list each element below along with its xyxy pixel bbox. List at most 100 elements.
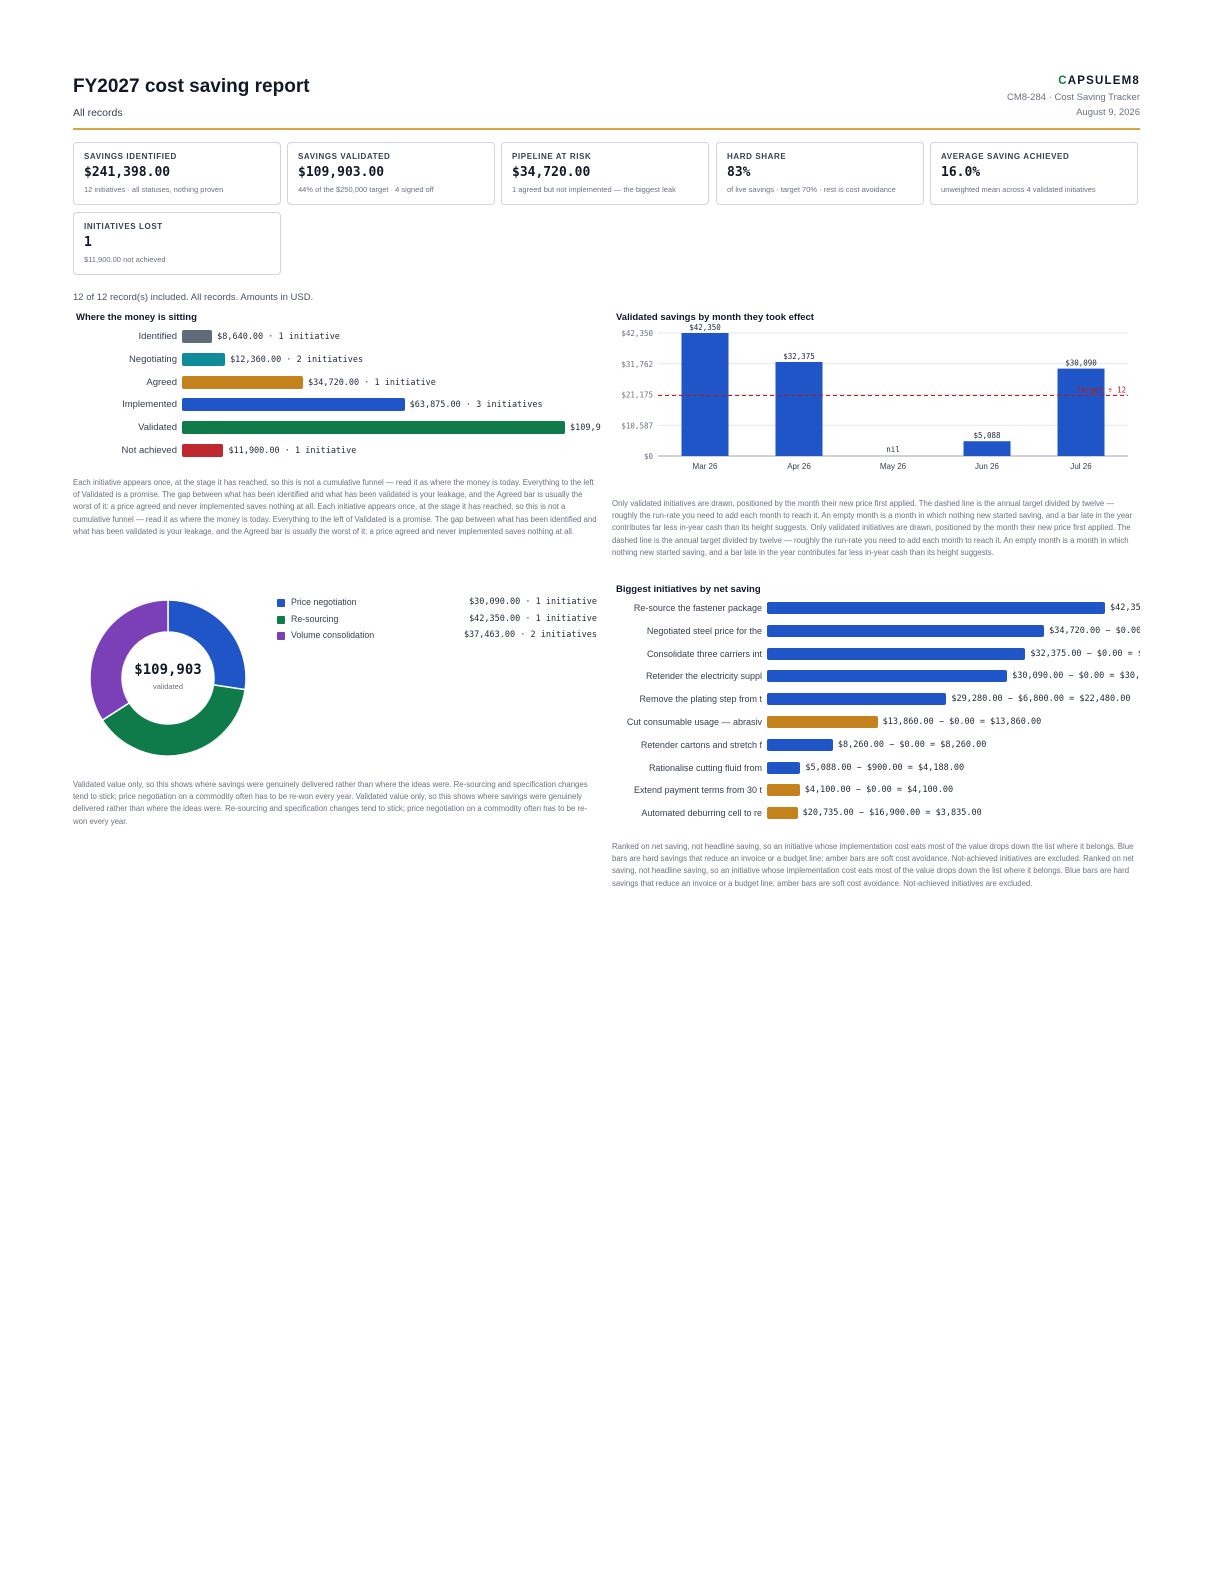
tracker-id: CM8-284 · Cost Saving Tracker <box>1006 92 1140 103</box>
month-bar <box>1057 368 1105 456</box>
donut-center-value: $109,903 <box>134 662 202 678</box>
kpi-note: $11,900.00 not achieved <box>84 255 166 264</box>
kpi-label: PIPELINE AT RISK <box>512 152 592 161</box>
month-value-label: $30,090 <box>1065 359 1097 368</box>
initiative-label: Extend payment terms from 30 t <box>633 785 762 796</box>
initiative-value: $42,350.00 − $0.00 = $42,350.00 <box>1110 603 1140 613</box>
records-note: 12 of 12 record(s) included. All records… <box>73 292 314 303</box>
funnel-label: Negotiating <box>128 353 177 365</box>
funnel-label: Identified <box>138 331 177 342</box>
kpi-note: 44% of the $250,000 target · 4 signed of… <box>298 185 434 194</box>
kpi-note: unweighted mean across 4 validated initi… <box>941 185 1096 194</box>
initiative-label: Retender cartons and stretch f <box>640 739 762 750</box>
donut-center-label: validated <box>152 682 184 691</box>
kpi-label: SAVINGS VALIDATED <box>298 152 391 161</box>
funnel-value: $109,903.00 <box>570 423 601 434</box>
kpi-card-hard-share: HARD SHARE 83% of live savings · target … <box>716 142 924 205</box>
funnel-note: Each initiative appears once, at the sta… <box>73 478 597 536</box>
initiative-label: Re-source the fastener package <box>633 603 762 613</box>
report-title: FY2027 cost saving report <box>73 76 310 97</box>
report-header: FY2027 cost saving report All records CA… <box>73 74 1140 130</box>
kpi-value: $109,903.00 <box>298 165 385 180</box>
legend-label: Volume consolidation <box>291 630 375 640</box>
funnel-label: Agreed <box>146 376 177 388</box>
funnel-title: Where the money is sitting <box>76 312 197 323</box>
funnel-bar <box>182 398 405 412</box>
month-bar <box>963 441 1011 456</box>
brand-logo: CAPSULEM8 <box>1058 75 1140 87</box>
initiative-label: Consolidate three carriers int <box>646 648 762 659</box>
initiative-bar <box>767 670 1008 683</box>
biggest-note: Ranked on net saving, not headline savin… <box>612 842 1134 888</box>
funnel-label: Not achieved <box>121 445 177 456</box>
legend-swatch <box>277 599 285 607</box>
kpi-card-savings-validated: SAVINGS VALIDATED $109,903.00 44% of the… <box>287 142 495 205</box>
initiative-label: Automated deburring cell to re <box>641 808 762 819</box>
legend-label: Re-sourcing <box>291 613 339 624</box>
funnel-value: $34,720.00 · 1 initiative <box>307 377 436 388</box>
kpi-label: AVERAGE SAVING ACHIEVED <box>941 152 1070 161</box>
legend-value: $37,463.00 · 2 initiatives <box>463 630 597 640</box>
initiative-value: $30,090.00 − $0.00 = $30,090.00 <box>1012 671 1140 682</box>
funnel-value: $63,875.00 · 3 initiatives <box>409 400 543 411</box>
legend-item: Volume consolidation $37,463.00 · 2 initi… <box>277 630 597 644</box>
funnel-label: Implemented <box>122 399 177 411</box>
kpi-label: INITIATIVES LOST <box>84 222 163 231</box>
target-label: Target ÷ 12 <box>1076 385 1126 394</box>
funnel-value: $8,640.00 · 1 initiative <box>217 332 340 342</box>
initiative-label: Negotiated steel price for the <box>646 625 762 636</box>
biggest-title: Biggest initiatives by net saving <box>616 584 761 595</box>
report-subtitle: All records <box>73 107 123 119</box>
monthly-note: Only validated initiatives are drawn, po… <box>612 499 1133 557</box>
kpi-label: HARD SHARE <box>727 152 787 161</box>
initiative-value: $8,260.00 − $0.00 = $8,260.00 <box>837 739 987 750</box>
month-value-label: $42,350 <box>689 323 721 332</box>
month-bar <box>775 361 823 456</box>
legend-label: Price negotiation <box>291 597 357 607</box>
report-date: August 9, 2026 <box>1076 107 1140 118</box>
x-tick-label: Mar 26 <box>693 462 718 471</box>
initiative-label: Cut consumable usage — abrasiv <box>626 717 762 727</box>
donut-slice <box>89 599 169 722</box>
initiative-label: Rationalise cutting fluid from <box>648 762 762 773</box>
legend-value: $42,350.00 · 1 initiative <box>469 613 597 624</box>
kpi-value: $241,398.00 <box>84 165 171 180</box>
x-tick-label: Jul 26 <box>1070 462 1092 471</box>
initiative-bar <box>767 761 801 774</box>
initiative-value: $29,280.00 − $6,800.00 = $22,480.00 <box>951 694 1131 705</box>
donut-chart <box>89 599 247 757</box>
initiative-value: $13,860.00 − $0.00 = $13,860.00 <box>882 717 1042 727</box>
legend-swatch <box>277 632 285 640</box>
kpi-label: SAVINGS IDENTIFIED <box>84 152 177 161</box>
kpi-value: $34,720.00 <box>512 165 591 180</box>
kpi-value: 1 <box>84 235 92 250</box>
kpi-value: 16.0% <box>941 165 981 180</box>
y-tick-label: $21,175 <box>621 391 653 400</box>
initiative-bar <box>767 716 878 728</box>
legend-value: $30,090.00 · 1 initiative <box>469 597 597 607</box>
initiative-bar <box>767 647 1026 660</box>
funnel-bar <box>182 330 213 343</box>
initiative-bar <box>767 738 833 751</box>
funnel-bar <box>182 375 303 389</box>
month-bar <box>681 333 729 456</box>
funnel-bar <box>182 421 565 435</box>
legend-item: Price negotiation $30,090.00 · 1 initiati… <box>277 597 597 611</box>
kpi-note: 12 initiatives · all statuses, nothing p… <box>84 185 224 194</box>
funnel-chart: Identified $8,640.00 · 1 initiative Negoti… <box>73 325 601 465</box>
monthly-title: Validated savings by month they took eff… <box>616 312 814 323</box>
y-tick-label: $0 <box>644 452 654 461</box>
kpi-card-initiatives-lost: INITIATIVES LOST 1 $11,900.00 not achiev… <box>73 212 281 275</box>
month-value-label: nil <box>886 445 900 454</box>
legend-swatch <box>277 615 285 624</box>
kpi-card-average-saving: AVERAGE SAVING ACHIEVED 16.0% unweighted… <box>930 142 1138 205</box>
initiative-bar <box>767 602 1105 614</box>
initiative-value: $4,100.00 − $0.00 = $4,100.00 <box>804 785 954 796</box>
initiative-value: $5,088.00 − $900.00 = $4,188.00 <box>805 762 965 773</box>
x-tick-label: Jun 26 <box>975 462 1000 471</box>
initiative-value: $34,720.00 − $0.00 = $34,720.00 <box>1049 625 1140 636</box>
funnel-bar <box>182 444 224 457</box>
initiative-bar <box>767 784 800 797</box>
biggest-chart: Re-source the fastener package $42,350.00… <box>612 598 1140 828</box>
y-tick-label: $31,762 <box>621 360 653 369</box>
